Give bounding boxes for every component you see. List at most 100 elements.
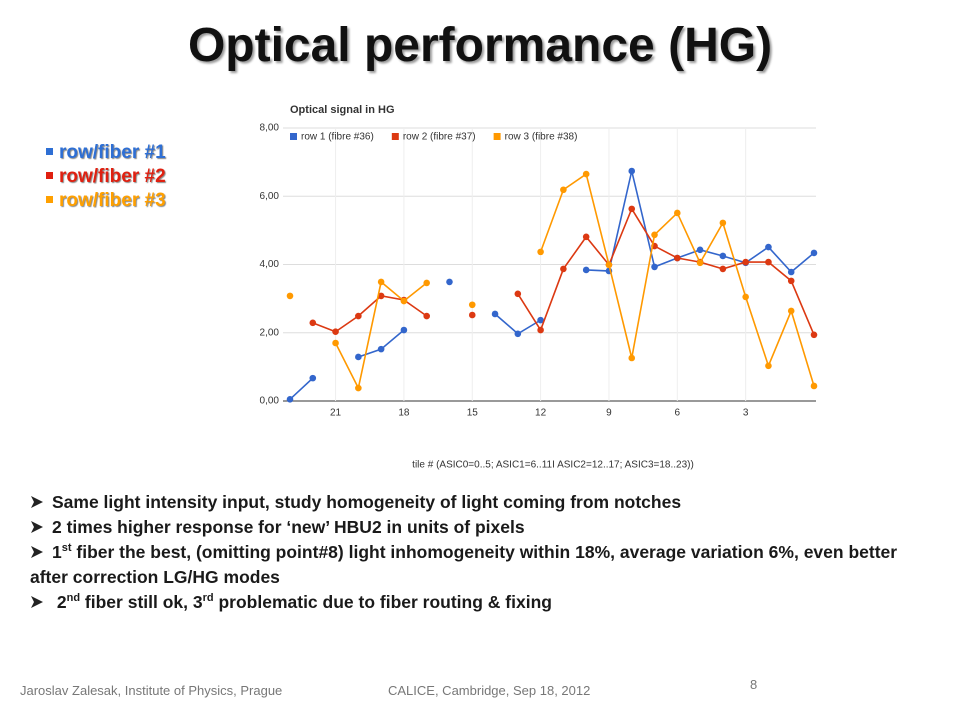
data-point — [605, 261, 613, 269]
data-point — [582, 170, 590, 178]
data-point — [355, 353, 362, 361]
legend-bullet: row/fiber #3 — [46, 190, 166, 212]
x-tick-label: 15 — [467, 408, 479, 419]
data-point — [582, 233, 590, 241]
data-point — [286, 395, 294, 403]
data-point — [377, 345, 385, 353]
bullet: Same light intensity input, study homoge… — [30, 490, 930, 515]
y-tick-label: 0,00 — [260, 396, 280, 407]
data-point — [309, 319, 317, 327]
data-point — [719, 219, 727, 227]
data-point — [423, 312, 430, 320]
data-point — [332, 328, 339, 336]
footer-event: CALICE, Cambridge, Sep 18, 2012 — [388, 683, 591, 698]
bullet-text: problematic due to fiber routing & fixin… — [213, 592, 552, 612]
legend-swatch — [290, 133, 297, 140]
legend-bullets: row/fiber #1 row/fiber #2 row/fiber #3 — [46, 142, 166, 214]
bullet-text: 2 — [56, 592, 67, 612]
data-point — [514, 330, 522, 338]
data-point — [537, 316, 544, 324]
data-point — [468, 301, 476, 309]
bullet: 1st fiber the best, (omitting point#8) l… — [30, 540, 930, 590]
data-point — [674, 254, 681, 262]
data-point — [719, 265, 727, 273]
page-number: 8 — [750, 677, 758, 692]
data-point — [628, 354, 636, 362]
legend-bullet: row/fiber #1 — [46, 142, 166, 164]
data-point — [309, 374, 317, 382]
x-tick-label: 6 — [675, 408, 681, 419]
x-tick-label: 9 — [606, 408, 612, 419]
data-point — [377, 278, 385, 286]
data-point — [537, 248, 544, 256]
data-point — [742, 293, 749, 301]
y-tick-label: 2,00 — [260, 327, 280, 338]
data-point — [560, 265, 567, 273]
data-point — [696, 246, 704, 254]
data-point — [400, 297, 408, 305]
data-point — [787, 268, 795, 276]
bullet-sup: rd — [202, 592, 214, 605]
x-tick-label: 3 — [743, 408, 749, 419]
footer-author: Jaroslav Zalesak, Institute of Physics, … — [20, 683, 283, 698]
bullet-text: 2 times higher response for ‘new’ HBU2 i… — [52, 517, 525, 537]
data-point — [651, 263, 658, 271]
bullet-text: fiber still ok, 3 — [80, 592, 203, 612]
legend-bullet-text: row/fiber #3 — [59, 190, 166, 211]
data-point — [674, 209, 681, 217]
data-point — [765, 258, 772, 266]
data-point — [400, 326, 408, 334]
data-point — [423, 279, 430, 287]
x-tick-label: 21 — [330, 408, 342, 419]
data-point — [468, 311, 476, 319]
data-point — [491, 310, 499, 318]
bullet: 2 times higher response for ‘new’ HBU2 i… — [30, 515, 930, 540]
y-tick-label: 6,00 — [260, 191, 280, 202]
x-tick-label: 18 — [398, 408, 410, 419]
x-axis-label: tile # (ASIC0=0..5; ASIC1=6..11I ASIC2=1… — [412, 460, 694, 471]
data-point — [810, 382, 818, 390]
data-point — [719, 252, 727, 260]
legend-bullet: row/fiber #2 — [46, 166, 166, 188]
data-point — [787, 277, 795, 285]
chart-title: Optical signal in HG — [290, 104, 395, 116]
slide-title: Optical performance (HG) — [187, 19, 773, 72]
data-point — [628, 205, 636, 213]
data-point — [446, 278, 453, 286]
data-point — [628, 167, 636, 175]
data-point — [810, 331, 818, 339]
bullet: 2nd fiber still ok, 3rd problematic due … — [30, 590, 930, 615]
data-point — [742, 258, 749, 266]
series-line — [312, 207, 815, 336]
data-point — [582, 266, 590, 274]
data-point — [560, 186, 567, 194]
data-point — [514, 290, 522, 298]
legend-bullet-text: row/fiber #1 — [59, 142, 166, 163]
legend-swatch — [391, 133, 399, 140]
data-point — [355, 312, 362, 320]
data-point — [787, 307, 795, 315]
data-point — [765, 362, 772, 370]
y-tick-label: 4,00 — [260, 259, 280, 270]
legend-label: row 2 (fibre #37) — [403, 132, 476, 143]
x-tick-label: 12 — [535, 408, 547, 419]
y-tick-label: 8,00 — [260, 123, 280, 134]
data-point — [286, 292, 294, 300]
data-point — [810, 249, 818, 257]
bullet-text: fiber the best, (omitting point#8) light… — [30, 542, 898, 587]
bullet-list: Same light intensity input, study homoge… — [30, 490, 930, 615]
bullet-sup: st — [61, 542, 72, 555]
bullet-sup: nd — [66, 592, 81, 605]
legend-label: row 1 (fibre #36) — [301, 132, 374, 143]
data-point — [377, 292, 385, 300]
legend-label: row 3 (fibre #38) — [505, 132, 578, 143]
bullet-text: 1 — [52, 542, 62, 562]
data-point — [696, 259, 704, 267]
data-point — [651, 231, 658, 239]
data-point — [765, 243, 772, 251]
legend-swatch — [493, 133, 501, 140]
chart: Optical signal in HG tile # (ASIC0=0..5;… — [260, 104, 818, 471]
legend-bullet-text: row/fiber #2 — [59, 166, 166, 187]
bullet-text: Same light intensity input, study homoge… — [52, 492, 682, 512]
